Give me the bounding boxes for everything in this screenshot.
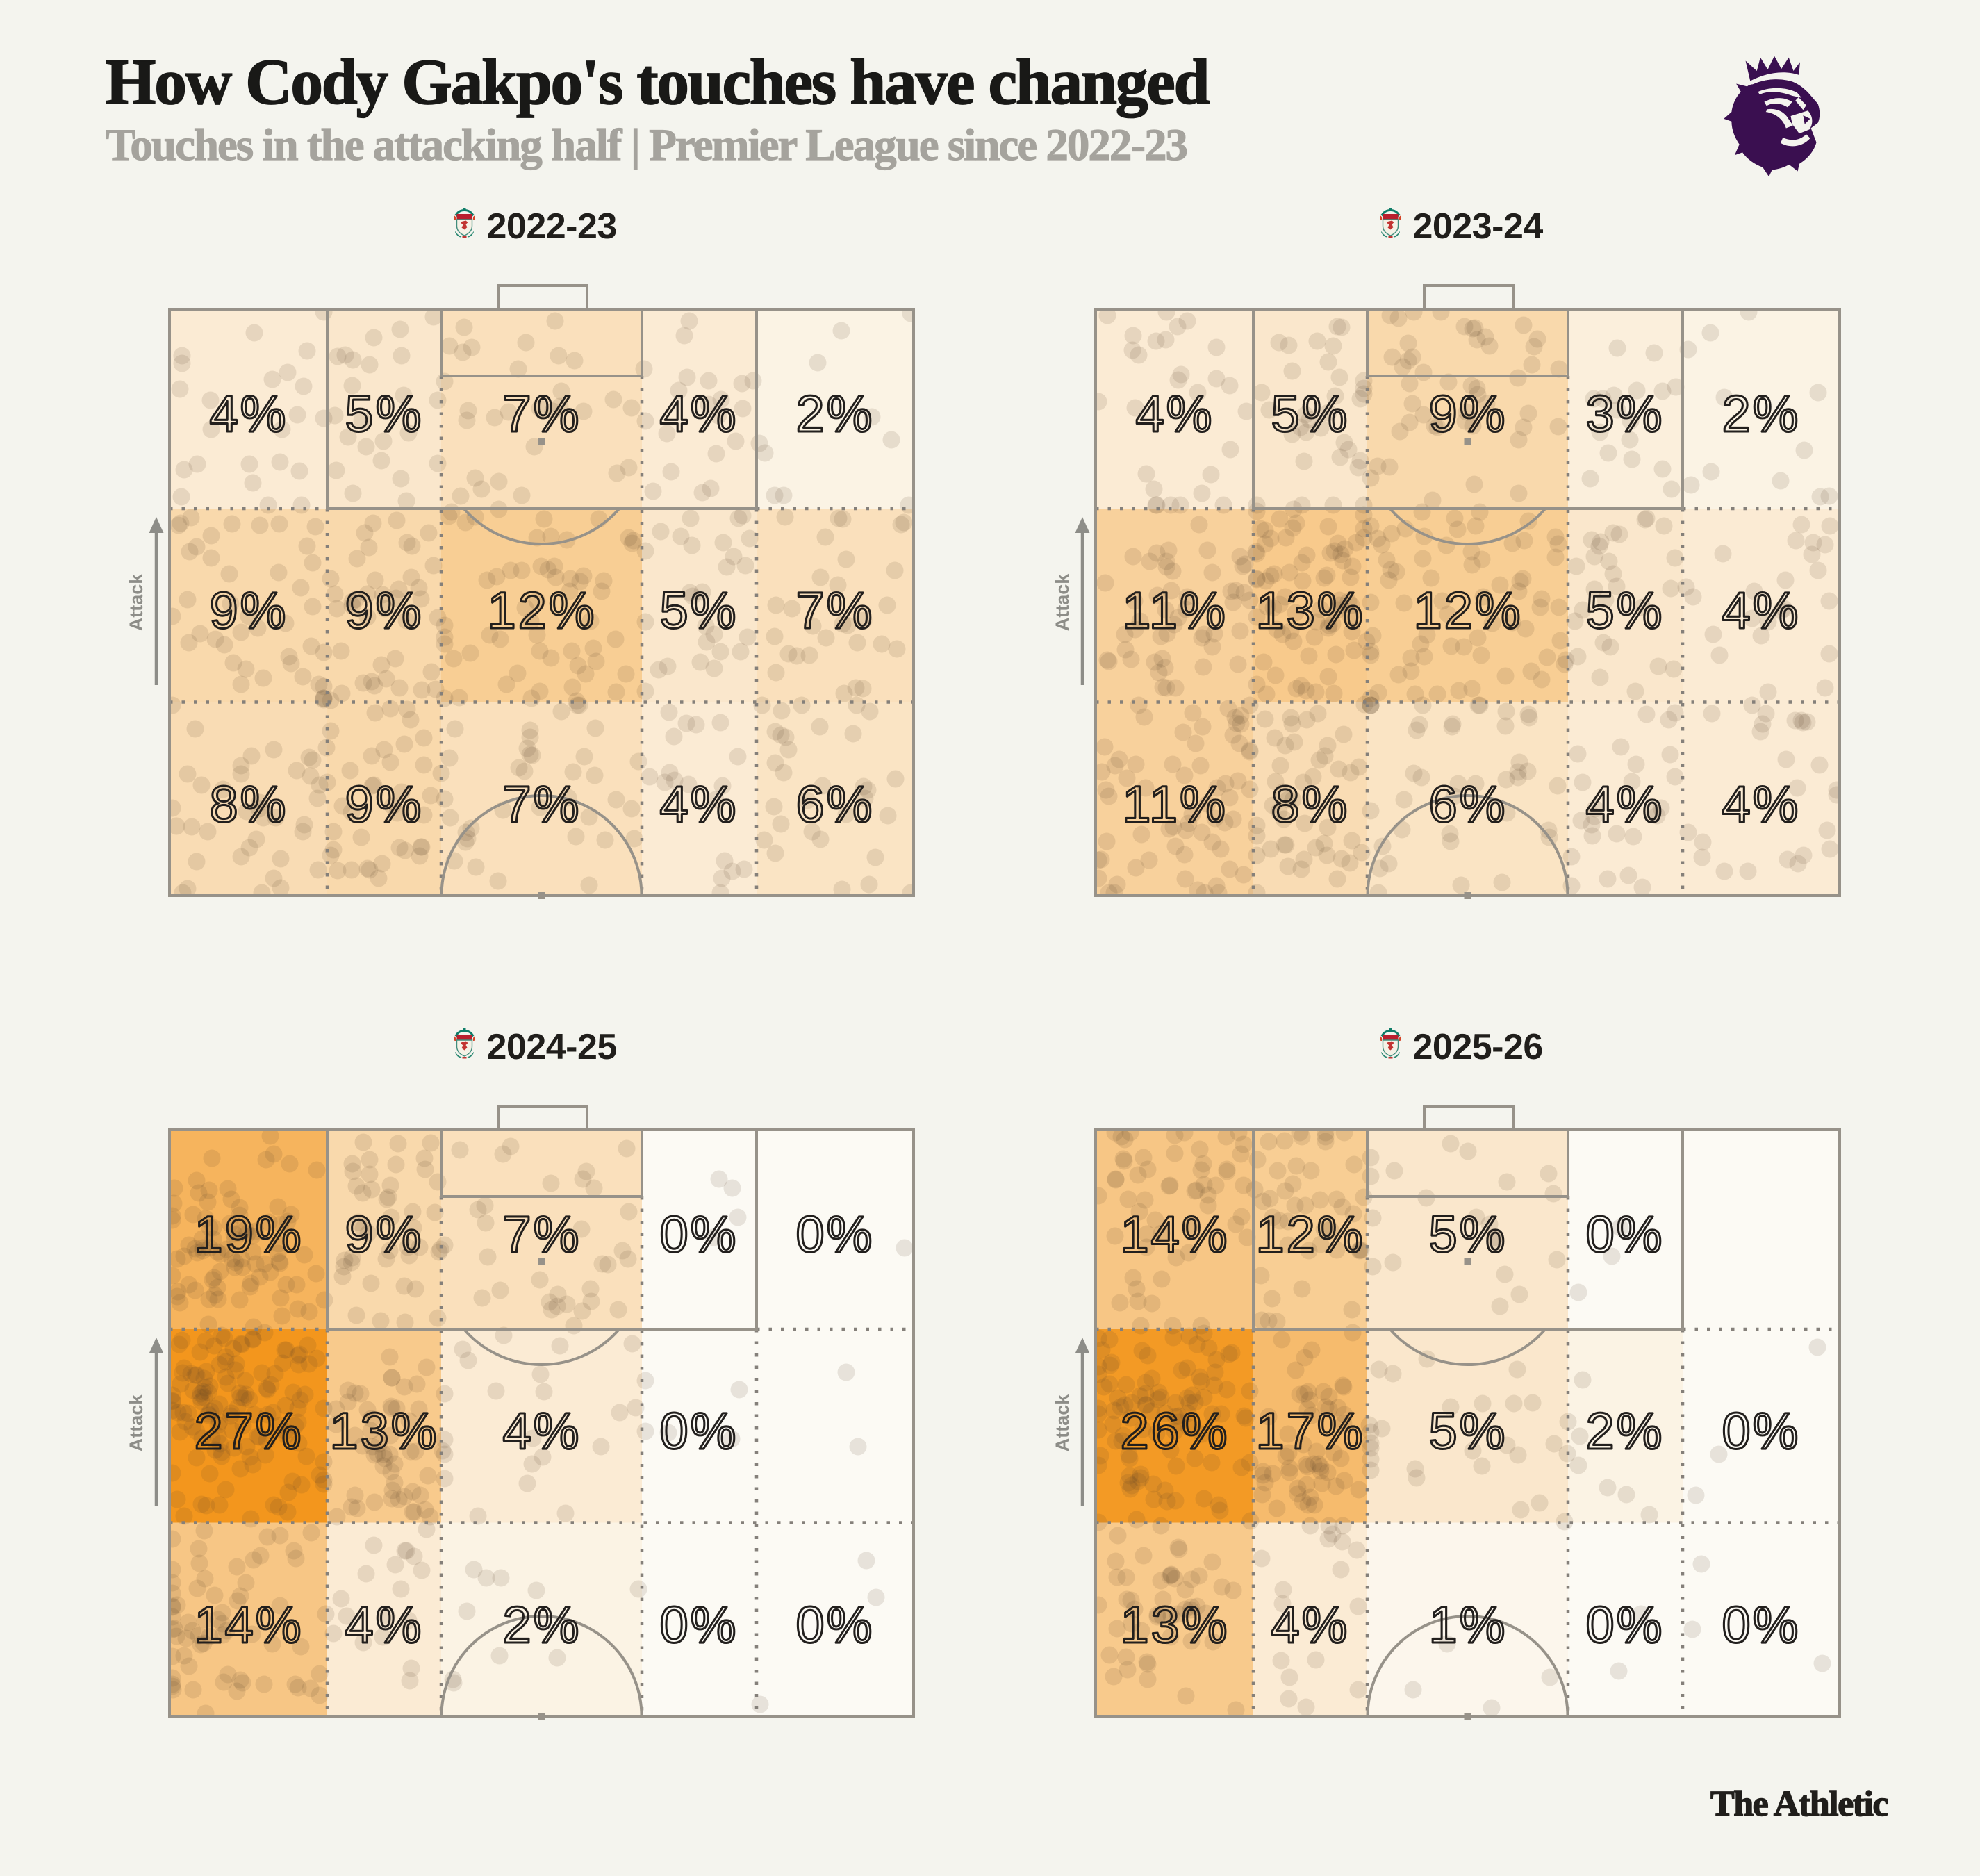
svg-text:7%: 7% xyxy=(503,385,581,443)
svg-text:2%: 2% xyxy=(1586,1402,1665,1460)
svg-text:2%: 2% xyxy=(1722,385,1801,443)
svg-text:5%: 5% xyxy=(1429,1206,1508,1263)
svg-text:9%: 9% xyxy=(1429,385,1508,443)
svg-text:13%: 13% xyxy=(1120,1596,1229,1654)
svg-text:4%: 4% xyxy=(345,1596,424,1654)
svg-text:Attack: Attack xyxy=(126,573,147,632)
svg-text:4%: 4% xyxy=(1586,775,1665,833)
svg-text:0%: 0% xyxy=(796,1596,875,1654)
svg-text:9%: 9% xyxy=(345,1206,424,1263)
svg-text:1%: 1% xyxy=(1429,1596,1508,1654)
svg-text:8%: 8% xyxy=(210,775,288,833)
svg-text:3%: 3% xyxy=(1586,385,1665,443)
svg-text:17%: 17% xyxy=(1255,1402,1364,1460)
svg-text:0%: 0% xyxy=(660,1596,739,1654)
svg-text:7%: 7% xyxy=(503,1206,581,1263)
svg-text:14%: 14% xyxy=(1120,1206,1229,1263)
svg-text:9%: 9% xyxy=(210,582,288,639)
svg-text:0%: 0% xyxy=(660,1402,739,1460)
svg-text:4%: 4% xyxy=(1136,385,1214,443)
svg-text:8%: 8% xyxy=(1271,775,1350,833)
svg-text:12%: 12% xyxy=(1413,582,1522,639)
svg-text:5%: 5% xyxy=(660,582,739,639)
svg-text:0%: 0% xyxy=(1586,1206,1665,1263)
svg-text:4%: 4% xyxy=(210,385,288,443)
svg-text:13%: 13% xyxy=(329,1402,438,1460)
svg-text:0%: 0% xyxy=(1722,1402,1801,1460)
svg-text:0%: 0% xyxy=(1722,1596,1801,1654)
svg-text:4%: 4% xyxy=(1722,775,1801,833)
svg-text:5%: 5% xyxy=(345,385,424,443)
svg-text:4%: 4% xyxy=(660,775,739,833)
svg-text:6%: 6% xyxy=(1429,775,1508,833)
svg-text:5%: 5% xyxy=(1429,1402,1508,1460)
svg-text:Attack: Attack xyxy=(1052,573,1073,632)
svg-text:5%: 5% xyxy=(1586,582,1665,639)
svg-text:0%: 0% xyxy=(1586,1596,1665,1654)
svg-text:11%: 11% xyxy=(1122,582,1228,639)
svg-text:13%: 13% xyxy=(1255,582,1364,639)
svg-text:2023-24: 2023-24 xyxy=(1413,206,1544,247)
svg-text:7%: 7% xyxy=(796,582,875,639)
svg-text:4%: 4% xyxy=(503,1402,581,1460)
svg-text:0%: 0% xyxy=(796,1206,875,1263)
svg-text:9%: 9% xyxy=(345,582,424,639)
svg-text:2025-26: 2025-26 xyxy=(1413,1027,1543,1067)
svg-text:2022-23: 2022-23 xyxy=(487,206,617,247)
svg-text:4%: 4% xyxy=(1722,582,1801,639)
svg-text:5%: 5% xyxy=(1271,385,1350,443)
svg-text:26%: 26% xyxy=(1120,1402,1229,1460)
svg-text:12%: 12% xyxy=(1255,1206,1364,1263)
svg-text:14%: 14% xyxy=(194,1596,303,1654)
svg-text:11%: 11% xyxy=(1122,775,1228,833)
svg-text:12%: 12% xyxy=(487,582,596,639)
svg-text:19%: 19% xyxy=(194,1206,303,1263)
svg-text:2%: 2% xyxy=(503,1596,581,1654)
svg-text:Attack: Attack xyxy=(126,1394,147,1452)
svg-text:4%: 4% xyxy=(1271,1596,1350,1654)
svg-text:27%: 27% xyxy=(194,1402,303,1460)
svg-text:Touches in the attacking half: Touches in the attacking half | Premier … xyxy=(106,120,1187,170)
svg-text:How Cody Gakpo's touches have: How Cody Gakpo's touches have changed xyxy=(106,47,1210,118)
svg-text:Attack: Attack xyxy=(1052,1394,1073,1452)
svg-text:0%: 0% xyxy=(660,1206,739,1263)
svg-text:6%: 6% xyxy=(796,775,875,833)
svg-text:9%: 9% xyxy=(345,775,424,833)
svg-text:7%: 7% xyxy=(503,775,581,833)
svg-text:2%: 2% xyxy=(796,385,875,443)
svg-text:The Athletic: The Athletic xyxy=(1710,1784,1888,1824)
svg-text:2024-25: 2024-25 xyxy=(487,1027,617,1067)
svg-text:4%: 4% xyxy=(660,385,739,443)
